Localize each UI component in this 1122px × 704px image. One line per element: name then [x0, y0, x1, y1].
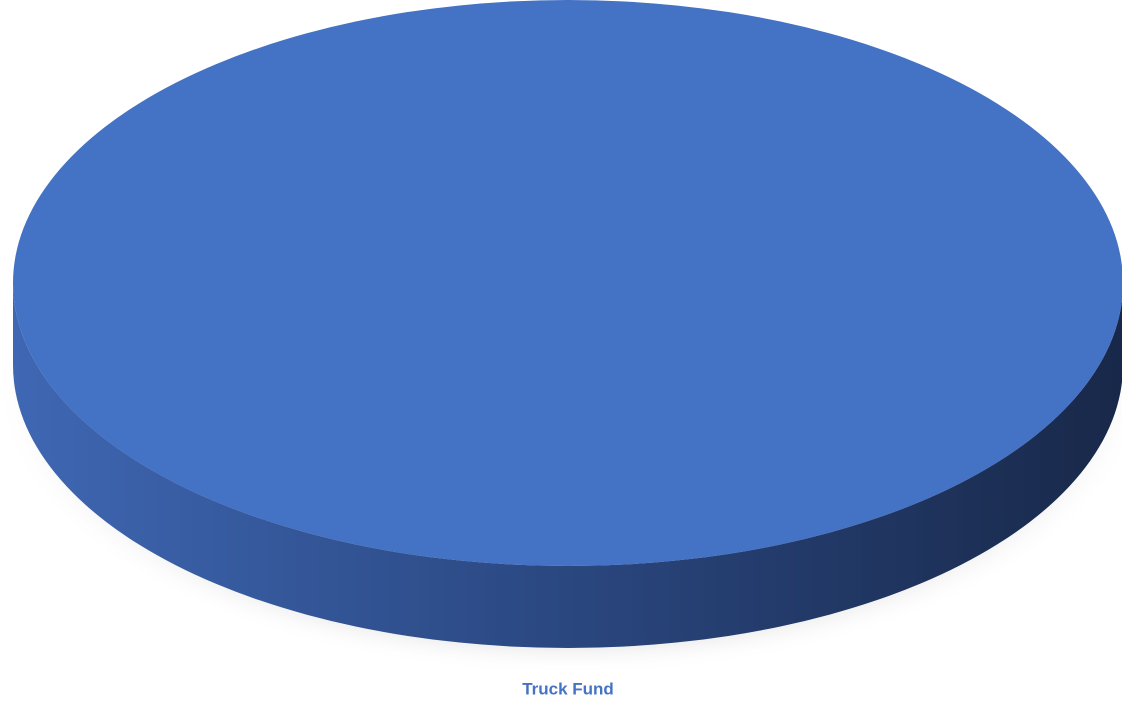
legend-entry: Truck Fund [522, 679, 614, 698]
pie-side [13, 283, 1122, 648]
pie-slice [13, 0, 1122, 566]
plot-area [13, 0, 1122, 648]
